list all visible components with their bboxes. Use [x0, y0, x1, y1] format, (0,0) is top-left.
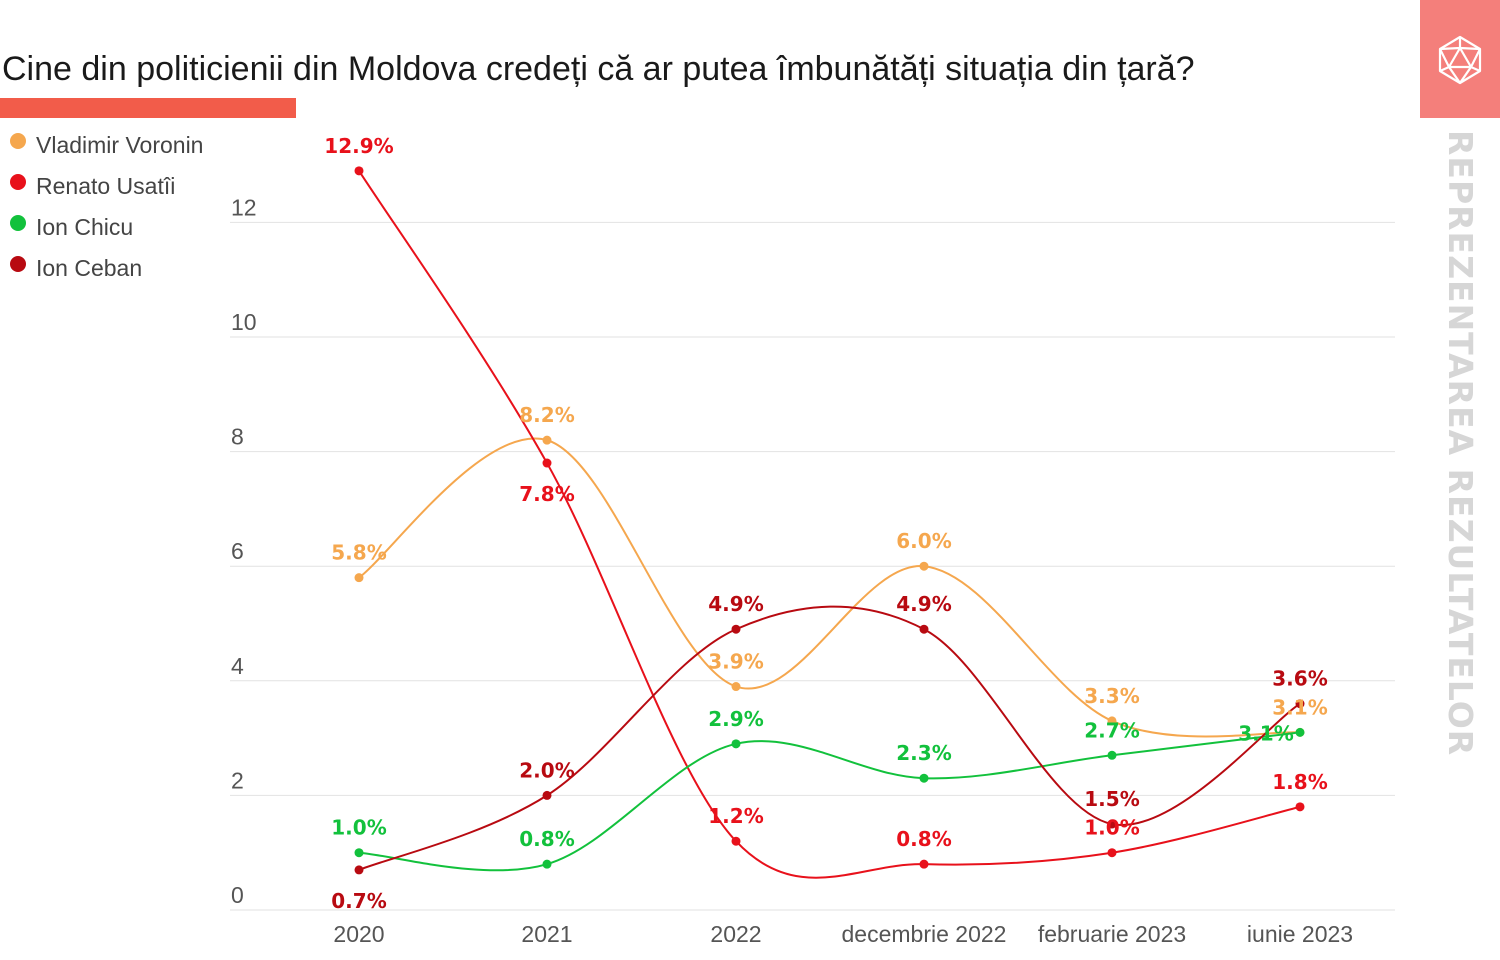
legend-dot-icon	[10, 256, 26, 272]
y-tick-label: 12	[231, 194, 257, 220]
data-label: 3.1%	[1238, 721, 1293, 745]
data-label: 5.8%	[331, 541, 386, 565]
x-tick-label: 2021	[521, 921, 572, 947]
data-label: 3.3%	[1084, 684, 1139, 708]
data-point[interactable]	[919, 773, 929, 783]
data-point[interactable]	[542, 458, 552, 468]
data-label: 2.0%	[519, 758, 574, 782]
data-label: 4.9%	[708, 592, 763, 616]
x-tick-label: 2022	[710, 921, 761, 947]
data-point[interactable]	[919, 624, 929, 634]
data-label: 0.8%	[896, 827, 951, 851]
data-point[interactable]	[1107, 848, 1117, 858]
data-point[interactable]	[542, 435, 552, 445]
data-label: 12.9%	[324, 134, 393, 158]
data-point[interactable]	[354, 865, 364, 875]
series-line	[358, 437, 1301, 738]
data-point[interactable]	[919, 561, 929, 571]
y-tick-label: 8	[231, 424, 244, 450]
data-label: 2.7%	[1084, 718, 1139, 742]
legend-dot-icon	[10, 133, 26, 149]
x-tick-label: iunie 2023	[1247, 921, 1353, 947]
data-point[interactable]	[1107, 819, 1117, 829]
legend-dot-icon	[10, 174, 26, 190]
series-line	[358, 170, 1301, 879]
data-point[interactable]	[731, 624, 741, 634]
x-tick-label: decembrie 2022	[842, 921, 1007, 947]
data-point[interactable]	[1295, 727, 1305, 737]
logo	[1420, 0, 1500, 118]
data-point[interactable]	[542, 790, 552, 800]
y-tick-label: 2	[231, 767, 244, 793]
data-label: 3.6%	[1272, 667, 1327, 691]
data-label: 7.8%	[519, 482, 574, 506]
data-point[interactable]	[1295, 699, 1305, 709]
data-label: 0.7%	[331, 889, 386, 913]
data-point[interactable]	[542, 859, 552, 869]
data-label: 2.3%	[896, 741, 951, 765]
legend-dot-icon	[10, 215, 26, 231]
data-point[interactable]	[731, 739, 741, 749]
legend-label: Vladimir Voronin	[36, 132, 204, 158]
y-tick-label: 10	[231, 309, 257, 335]
data-label: 6.0%	[896, 529, 951, 553]
polyhedron-logo-icon	[1438, 35, 1482, 85]
data-label: 3.9%	[708, 650, 763, 674]
data-point[interactable]	[731, 836, 741, 846]
legend-item-voronin[interactable]: Vladimir Voronin	[10, 130, 210, 161]
legend-item-ceban[interactable]: Ion Ceban	[10, 253, 210, 284]
data-point[interactable]	[354, 848, 364, 858]
data-point[interactable]	[1107, 750, 1117, 760]
data-label: 0.8%	[519, 827, 574, 851]
legend-label: Renato Usatîi	[36, 173, 176, 199]
data-label: 2.9%	[708, 707, 763, 731]
y-tick-label: 0	[231, 882, 244, 908]
data-label: 1.0%	[1084, 816, 1139, 840]
series-line	[358, 605, 1301, 871]
data-point[interactable]	[354, 166, 364, 176]
side-label: REPREZENTAREA REZULTATELOR	[1441, 130, 1480, 757]
x-tick-label: februarie 2023	[1038, 921, 1186, 947]
legend-label: Ion Ceban	[36, 255, 143, 281]
data-label: 8.2%	[519, 403, 574, 427]
data-point[interactable]	[1107, 716, 1117, 726]
data-label: 4.9%	[896, 592, 951, 616]
chart-title: Cine din politicienii din Moldova credeț…	[2, 50, 1195, 88]
data-label: 3.1%	[1272, 695, 1327, 719]
data-point[interactable]	[731, 682, 741, 692]
data-point[interactable]	[919, 859, 929, 869]
y-tick-label: 4	[231, 653, 244, 679]
legend: Vladimir Voronin Renato Usatîi Ion Chicu…	[10, 130, 210, 294]
data-point[interactable]	[354, 573, 364, 583]
y-tick-label: 6	[231, 538, 244, 564]
data-label: 1.0%	[331, 816, 386, 840]
x-tick-label: 2020	[333, 921, 384, 947]
title-underline	[0, 98, 296, 118]
data-point[interactable]	[1295, 802, 1305, 812]
legend-item-chicu[interactable]: Ion Chicu	[10, 212, 210, 243]
legend-item-usatii[interactable]: Renato Usatîi	[10, 171, 210, 202]
data-label: 1.8%	[1272, 770, 1327, 794]
series-line	[358, 731, 1301, 872]
data-label: 1.5%	[1084, 787, 1139, 811]
legend-label: Ion Chicu	[36, 214, 134, 240]
data-label: 1.2%	[708, 804, 763, 828]
